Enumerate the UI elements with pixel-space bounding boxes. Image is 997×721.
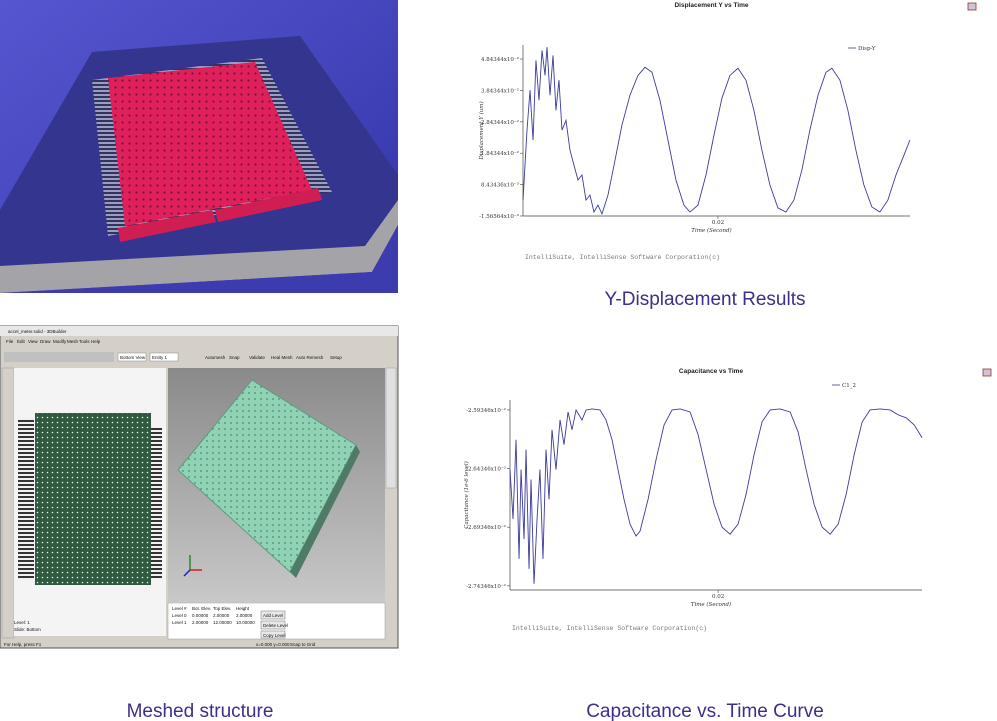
window-title: accel_meter.solid - 3DBuilder bbox=[8, 329, 67, 334]
table-cell: 2.00000 bbox=[213, 613, 230, 618]
y-tick-label: 2.84344x10⁻² bbox=[481, 119, 519, 126]
x-tick-label: 0.02 bbox=[712, 220, 724, 226]
comb-right bbox=[150, 428, 162, 578]
panel-button bbox=[260, 630, 286, 639]
y-tick-label: -2.64346x10⁻² bbox=[466, 466, 506, 473]
table-header: Height bbox=[236, 606, 250, 611]
panel-button bbox=[260, 610, 286, 620]
table-cell: 2.00000 bbox=[236, 613, 253, 618]
menu-item: Modify bbox=[53, 339, 67, 344]
status-text: x=0.000 y=0.000 bbox=[256, 642, 290, 647]
table-cell: 12.00000 bbox=[213, 620, 232, 625]
chart-icon bbox=[967, 2, 977, 11]
mesh-2d bbox=[35, 413, 151, 585]
caption: Capacitance vs. Time Curve bbox=[586, 701, 824, 721]
render-floor bbox=[0, 225, 398, 293]
menu-bar: File Edit View Draw Modify Mesh Tools He… bbox=[6, 339, 101, 344]
menu-item: File bbox=[6, 339, 14, 344]
menu-item: Tools bbox=[79, 339, 90, 344]
table-cell: 10.00000 bbox=[236, 620, 255, 625]
table-cell: Level 0 bbox=[172, 613, 187, 618]
legend-label: Disp-Y bbox=[858, 46, 876, 52]
menu-item: Mesh bbox=[67, 339, 79, 344]
series-line bbox=[509, 408, 923, 584]
dropdown bbox=[149, 352, 179, 362]
toolbar-item: Bottom View bbox=[120, 355, 146, 360]
y-tick-label: -2.74346x10⁻² bbox=[466, 583, 506, 590]
table-cell: Level 1 bbox=[172, 620, 187, 625]
chart-note: IntelliSuite, IntelliSense Software Corp… bbox=[512, 625, 707, 632]
caption: Meshed structure bbox=[127, 701, 274, 721]
menu-item: Draw bbox=[40, 339, 51, 344]
chart-title: Displacement Y vs Time bbox=[674, 2, 748, 9]
series-line bbox=[522, 47, 911, 216]
toolbar-item: Snap bbox=[229, 355, 240, 360]
y-tick-label: 4.84344x10⁻² bbox=[481, 56, 519, 63]
render-3d bbox=[0, 0, 398, 293]
anchor bbox=[118, 210, 216, 242]
mesh-3d-edge bbox=[290, 445, 360, 578]
left-tool-strip bbox=[1, 367, 15, 639]
x-axis-label: Time (Second) bbox=[691, 601, 731, 608]
level-label: Level: 1 bbox=[14, 620, 30, 625]
caption: Y-Displacement Results bbox=[605, 289, 806, 310]
right-tool-strip bbox=[385, 367, 397, 489]
menu-item: View bbox=[28, 339, 38, 344]
y-tick-label: 8.43436x10⁻³ bbox=[481, 182, 519, 189]
toolbar-item: Setup bbox=[330, 355, 342, 360]
y-tick-label: -1.56564x10⁻³ bbox=[479, 213, 519, 220]
status-text: For Help, press F1 bbox=[4, 642, 42, 647]
panel-button-label: Delete Level bbox=[263, 623, 288, 628]
toolbar-item: Entity 1 bbox=[152, 355, 168, 360]
legend-label: C1_2 bbox=[842, 383, 856, 389]
y-axis-label: Capacitance (1e-6 level) bbox=[463, 461, 470, 529]
y-tick-label: -2.69346x10⁻² bbox=[466, 524, 506, 531]
chart-title: Capacitance vs Time bbox=[679, 368, 744, 375]
toolbar: Bottom View Entity 1 Automesh Snap Valid… bbox=[4, 352, 342, 362]
table-cell: 2.00000 bbox=[192, 620, 209, 625]
y-tick-label: 1.84344x10⁻² bbox=[481, 150, 519, 157]
axis-triad bbox=[183, 569, 191, 577]
dropdown bbox=[117, 352, 147, 362]
title-bar bbox=[0, 326, 398, 336]
x-tick-label: 0.02 bbox=[712, 594, 724, 600]
anchor bbox=[215, 188, 322, 222]
x-axis-label: Time (Second) bbox=[691, 227, 731, 234]
menu-item: Help bbox=[91, 339, 101, 344]
level-table: Level # Bot. Elev. Top Elev. Height Leve… bbox=[172, 606, 255, 625]
toolbar-item: Auto Remesh bbox=[296, 355, 324, 360]
table-header: Bot. Elev. bbox=[192, 606, 211, 611]
table-header: Level # bbox=[172, 606, 187, 611]
menu-item: Edit bbox=[17, 339, 26, 344]
status-text: Snap to Grid bbox=[290, 642, 316, 647]
table-header: Top Elev. bbox=[213, 606, 231, 611]
table-cell: 0.00000 bbox=[192, 613, 209, 618]
toolbar-item: Heal Mesh bbox=[271, 355, 293, 360]
panel-button-label: Copy Level bbox=[263, 633, 286, 638]
toolbar-icons bbox=[4, 352, 114, 362]
software-screenshot: accel_meter.solid - 3DBuilder File Edit … bbox=[0, 325, 399, 649]
chart-note: IntelliSuite, IntelliSense Software Corp… bbox=[525, 254, 720, 261]
panel-button-label: Add Level bbox=[263, 613, 283, 618]
comb-left bbox=[18, 418, 34, 580]
proof-mass bbox=[108, 62, 312, 226]
slide-label: Slide: Bottom bbox=[14, 627, 41, 632]
chart-icon bbox=[982, 368, 992, 377]
toolbar-item: Automesh bbox=[205, 355, 226, 360]
panel-button bbox=[260, 620, 286, 630]
y-axis-label: Displacement Y (um) bbox=[478, 101, 485, 160]
toolbar-item: Validate bbox=[249, 355, 265, 360]
y-tick-label: -2.59346x10⁻² bbox=[466, 407, 506, 414]
y-tick-label: 3.84344x10⁻² bbox=[481, 87, 519, 94]
slab-side bbox=[0, 200, 398, 293]
